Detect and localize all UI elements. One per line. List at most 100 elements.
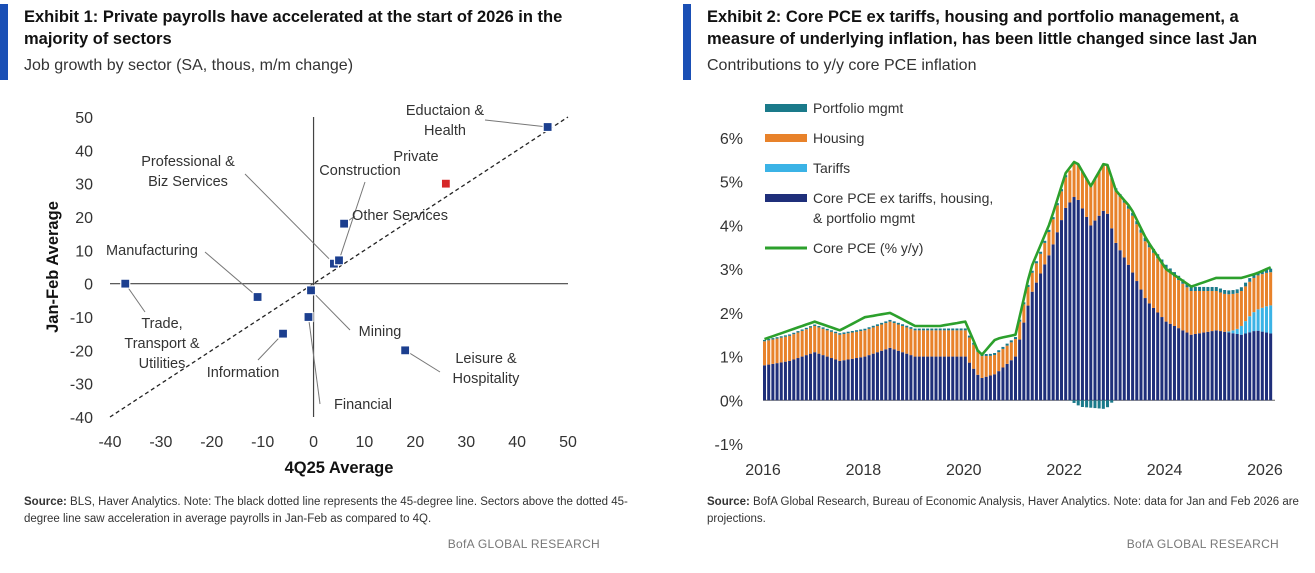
- bar-portfolio: [850, 330, 854, 333]
- bar-portfolio: [829, 330, 833, 332]
- label-mining: Mining: [359, 324, 402, 340]
- bar-portfolio: [988, 353, 992, 356]
- bar-portfolio: [997, 350, 1001, 353]
- bar-portfolio: [1001, 346, 1005, 349]
- bar-core-ex: [1089, 225, 1093, 401]
- bar-housing: [1034, 263, 1038, 283]
- bar-core-ex: [796, 358, 800, 401]
- bar-housing: [967, 337, 971, 363]
- bar-housing: [1172, 276, 1176, 326]
- bar-portfolio: [1106, 400, 1110, 408]
- bar-core-ex: [1047, 255, 1051, 401]
- bar-portfolio: [967, 335, 971, 338]
- label-line: Transport &: [124, 336, 200, 352]
- bar-portfolio: [1030, 270, 1034, 273]
- exhibit1-source-label: Source:: [24, 496, 67, 508]
- bar-housing: [855, 331, 859, 359]
- bar-housing: [1206, 291, 1210, 332]
- bar-housing: [976, 351, 980, 375]
- label-line: Mining: [359, 324, 402, 340]
- bar-core-ex: [909, 355, 913, 401]
- bar-core-ex: [788, 360, 792, 401]
- bar-core-ex: [1172, 325, 1176, 401]
- bar-housing: [863, 330, 867, 357]
- bar-housing: [1239, 291, 1243, 326]
- bar-portfolio: [963, 328, 967, 331]
- x-tick-label: 10: [356, 434, 374, 451]
- bar-core-ex: [1244, 333, 1248, 401]
- bar-portfolio: [880, 322, 884, 325]
- bar-core-ex: [1026, 305, 1030, 401]
- bar-housing: [1097, 172, 1101, 216]
- bar-portfolio: [1110, 400, 1114, 403]
- bar-housing: [959, 330, 963, 357]
- bar-portfolio: [1223, 290, 1227, 294]
- bar-housing: [1018, 321, 1022, 340]
- label-line: Information: [207, 365, 280, 381]
- bar-core-ex: [1143, 298, 1147, 401]
- x-tick-label: 2016: [745, 462, 781, 479]
- bar-core-ex: [1168, 323, 1172, 401]
- bar-housing: [1093, 179, 1097, 221]
- bar-portfolio: [888, 319, 892, 322]
- bar-housing: [792, 334, 796, 360]
- bar-portfolio: [855, 330, 859, 332]
- y-tick-label: 10: [75, 243, 93, 260]
- legend-label-core-pce-y-y: Core PCE (% y/y): [813, 240, 923, 256]
- bar-housing: [800, 330, 804, 357]
- bar-housing: [884, 323, 888, 350]
- y-tick-label: 3%: [720, 262, 743, 279]
- bar-core-ex: [926, 356, 930, 401]
- bar-core-ex: [913, 356, 917, 401]
- exhibit1-source: Source: BLS, Haver Analytics. Note: The …: [24, 494, 634, 528]
- x-tick-label: 2022: [1046, 462, 1082, 479]
- leader-financial: [307, 316, 321, 405]
- bar-portfolio: [938, 328, 942, 331]
- series-core-pce-line: [764, 160, 1272, 356]
- bar-housing: [993, 354, 997, 375]
- bar-core-ex: [921, 356, 925, 401]
- label-line: Private: [393, 149, 438, 165]
- bar-core-ex: [829, 358, 833, 401]
- exhibit1-source-text: BLS, Haver Analytics. Note: The black do…: [24, 496, 628, 525]
- bar-core-ex: [1139, 289, 1143, 401]
- label-line: Eductaion &: [406, 103, 485, 119]
- x-tick-label: 40: [508, 434, 526, 451]
- bar-core-ex: [1248, 332, 1252, 401]
- bar-core-ex: [1181, 330, 1185, 401]
- bar-portfolio: [834, 331, 838, 334]
- bar-housing: [1164, 269, 1168, 322]
- bar-core-ex: [863, 356, 867, 401]
- bar-housing: [1227, 294, 1231, 332]
- x-tick-label: -30: [149, 434, 172, 451]
- y-tick-label: 1%: [720, 350, 743, 367]
- bar-portfolio: [1214, 287, 1218, 291]
- bar-core-ex: [783, 361, 787, 401]
- bar-core-ex: [947, 356, 951, 401]
- x-tick-label: 2020: [946, 462, 982, 479]
- exhibit1-title: Exhibit 1: Private payrolls have acceler…: [24, 8, 563, 48]
- bar-housing: [1122, 202, 1126, 258]
- bar-core-ex: [1018, 339, 1022, 401]
- bar-core-ex: [1005, 363, 1009, 401]
- bar-portfolio: [1248, 278, 1252, 282]
- bar-housing: [1064, 177, 1068, 208]
- label-line: Health: [424, 123, 466, 139]
- bar-housing: [901, 325, 905, 353]
- bar-portfolio: [838, 333, 842, 335]
- bar-housing: [825, 330, 829, 357]
- bar-portfolio: [1143, 237, 1147, 242]
- bar-core-ex: [1198, 333, 1202, 401]
- x-tick-label: 0: [309, 434, 318, 451]
- exhibit1-panel: Exhibit 1: Private payrolls have acceler…: [0, 0, 640, 573]
- label-information: Information: [207, 365, 280, 381]
- bar-housing: [838, 334, 842, 361]
- label-professional-biz-services: Professional & Biz Services: [141, 154, 235, 190]
- bar-core-ex: [1009, 360, 1013, 401]
- bar-portfolio: [763, 339, 767, 342]
- bar-housing: [1218, 292, 1222, 332]
- label-line: Manufacturing: [106, 243, 198, 259]
- bar-core-ex: [1152, 307, 1156, 401]
- bar-core-ex: [901, 352, 905, 401]
- bar-core-ex: [1110, 228, 1114, 401]
